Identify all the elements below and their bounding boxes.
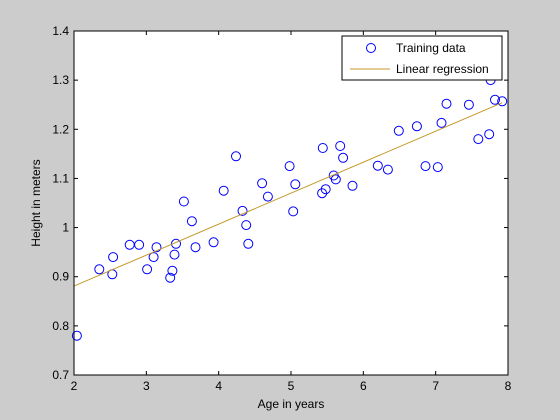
data-point: [237, 205, 248, 216]
data-point: [420, 161, 431, 172]
data-point: [257, 178, 268, 189]
data-point: [441, 98, 452, 109]
data-point: [241, 220, 252, 231]
plot-area: [74, 31, 508, 375]
x-tick-label: 3: [143, 379, 150, 393]
legend-marker-training-data: [366, 43, 376, 53]
data-point: [463, 99, 474, 110]
data-point: [330, 174, 341, 185]
data-point: [218, 185, 229, 196]
y-tick-label: 1: [62, 221, 69, 235]
data-point: [288, 206, 299, 217]
data-point: [382, 164, 393, 175]
y-tick-label: 1.4: [52, 24, 69, 38]
data-point: [134, 239, 145, 250]
x-axis-label: Age in years: [258, 397, 325, 411]
data-point: [262, 191, 273, 202]
x-tick-label: 8: [505, 379, 512, 393]
data-point: [190, 242, 201, 253]
y-axis-label: Height in meters: [29, 159, 43, 246]
y-tick-label: 0.8: [52, 319, 69, 333]
data-point: [347, 180, 358, 191]
ticks-layer: 2 3 4 5 6 7 8 0.7 0.8 0.9 1 1.1 1.2 1.3 1.4: [52, 24, 511, 393]
data-point: [411, 121, 422, 132]
data-point: [497, 96, 508, 107]
data-point: [473, 134, 484, 145]
legend-label-linear-regression: Linear regression: [396, 62, 489, 76]
data-point: [167, 265, 178, 276]
data-point: [317, 143, 328, 153]
data-point: [208, 237, 219, 248]
data-point: [338, 152, 349, 163]
data-point: [432, 162, 443, 173]
data-point: [284, 161, 295, 172]
data-point: [320, 184, 331, 195]
x-tick-label: 5: [288, 379, 295, 393]
data-point: [231, 151, 241, 162]
data-point: [108, 252, 119, 263]
data-point: [178, 196, 189, 207]
legend-box: [341, 35, 503, 81]
data-point: [490, 94, 500, 105]
legend: Training data Linear regression: [341, 35, 503, 81]
series-layer: [71, 75, 508, 341]
y-tick-label: 1.1: [52, 171, 69, 185]
x-tick-label: 4: [215, 379, 222, 393]
data-point: [243, 238, 254, 249]
data-point: [71, 330, 82, 341]
data-point: [165, 272, 176, 283]
regression-line: [73, 102, 503, 287]
legend-label-training-data: Training data: [396, 41, 466, 55]
data-point: [151, 242, 162, 253]
data-point: [186, 216, 197, 227]
data-point: [142, 264, 153, 275]
data-point: [436, 117, 447, 128]
data-point: [169, 249, 180, 260]
y-tick-label: 0.9: [52, 270, 69, 284]
data-point: [94, 264, 105, 275]
y-tick-label: 0.7: [52, 368, 69, 382]
data-point: [335, 141, 346, 151]
data-point: [372, 160, 383, 171]
data-point: [148, 252, 159, 263]
y-tick-label: 1.3: [52, 73, 69, 87]
x-tick-label: 2: [71, 379, 78, 393]
x-tick-label: 6: [360, 379, 367, 393]
x-tick-label: 7: [432, 379, 439, 393]
data-point: [290, 179, 301, 190]
y-tick-label: 1.2: [52, 122, 69, 136]
data-point: [393, 125, 404, 136]
data-point: [484, 129, 495, 140]
